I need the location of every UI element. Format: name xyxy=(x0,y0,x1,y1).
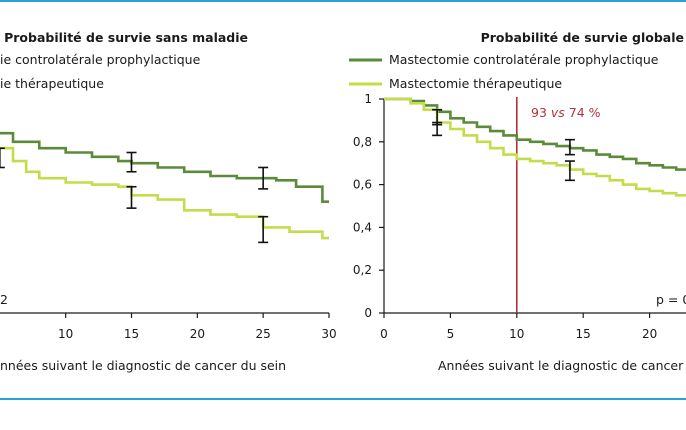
left-series-line-1 xyxy=(0,146,329,240)
right-y-tick-label: 0,6 xyxy=(353,178,372,192)
right-y-tick-label: 0,8 xyxy=(353,135,372,149)
right-series-line-0 xyxy=(384,97,686,171)
left-x-axis-label: nnées suivant le diagnostic de cancer du… xyxy=(0,358,286,373)
left-panel: Probabilité de survie sans maladie ie co… xyxy=(0,30,337,373)
right-x-tick-label: 5 xyxy=(447,327,455,341)
left-errorbars-group xyxy=(0,147,269,244)
ten-year-survival-label: 93 vs 74 % xyxy=(531,105,601,120)
right-error-bar xyxy=(564,160,575,182)
left-legend-label-1: ie thérapeutique xyxy=(0,76,104,91)
right-x-tick-label: 15 xyxy=(576,327,591,341)
right-x-tick-label: 20 xyxy=(642,327,657,341)
right-x-tick-label: 10 xyxy=(509,327,524,341)
right-y-ticks: 0 0,2 0,4 0,6 0,8 1 xyxy=(353,92,384,320)
left-x-tick-label: 30 xyxy=(321,327,336,341)
right-y-tick-label: 1 xyxy=(364,92,372,106)
right-legend-label-0: Mastectomie controlatérale prophylactiqu… xyxy=(389,52,659,67)
right-error-bar xyxy=(432,121,443,137)
right-legend-label-1: Mastectomie thérapeutique xyxy=(389,76,562,91)
left-series-line-0 xyxy=(0,131,329,203)
left-x-tick-label: 20 xyxy=(190,327,205,341)
left-annotation: 2 xyxy=(0,292,8,307)
left-series-group xyxy=(0,131,329,240)
right-x-tick-label: 0 xyxy=(380,327,388,341)
right-annotation: p = 0 xyxy=(656,292,686,307)
left-error-bar xyxy=(258,166,269,190)
left-error-bar xyxy=(126,151,137,173)
right-errorbars-group xyxy=(432,108,575,182)
right-y-tick-label: 0 xyxy=(364,306,372,320)
left-title: Probabilité de survie sans maladie xyxy=(4,30,248,45)
right-y-tick-label: 0,2 xyxy=(353,263,372,277)
right-error-bar xyxy=(564,138,575,156)
right-y-tick-label: 0,4 xyxy=(353,220,372,234)
right-panel: Probabilité de survie globale Mastectomi… xyxy=(349,30,686,373)
left-x-tick-label: 15 xyxy=(124,327,139,341)
left-error-bar xyxy=(258,215,269,244)
left-error-bar xyxy=(0,147,5,169)
right-x-axis-label: Années suivant le diagnostic de cancer xyxy=(438,358,684,373)
left-legend-label-0: ie controlatérale prophylactique xyxy=(0,52,201,67)
left-x-tick-label: 10 xyxy=(58,327,73,341)
left-x-tick-label: 25 xyxy=(256,327,271,341)
right-series-line-1 xyxy=(384,97,686,197)
right-series-group xyxy=(384,97,686,197)
right-title: Probabilité de survie globale xyxy=(481,30,684,45)
right-x-ticks: 0 5 10 15 20 xyxy=(380,313,657,341)
left-error-bar xyxy=(126,185,137,209)
left-x-ticks: 10 15 20 25 30 xyxy=(58,313,337,341)
